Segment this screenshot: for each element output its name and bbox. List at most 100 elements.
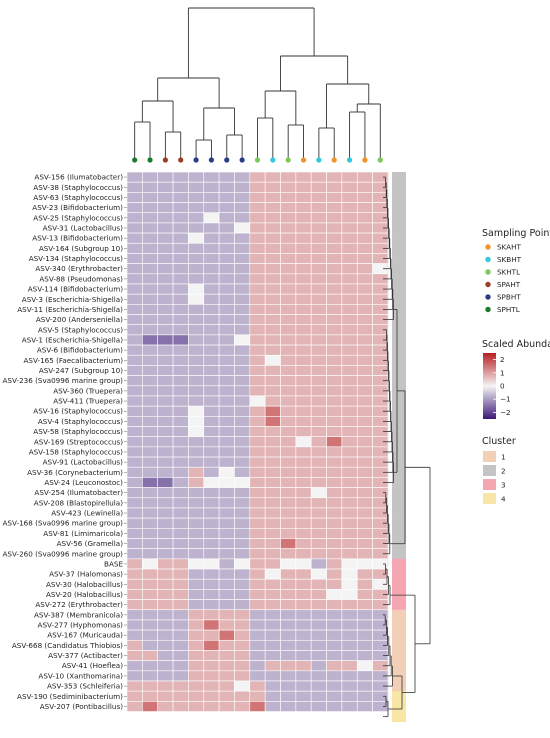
heatmap-cell bbox=[295, 660, 312, 672]
heatmap-cell bbox=[249, 273, 266, 285]
heatmap-cell bbox=[310, 517, 327, 529]
heatmap-cell bbox=[310, 314, 327, 325]
heatmap-cell bbox=[310, 304, 327, 315]
heatmap-cell bbox=[249, 680, 266, 692]
heatmap-cell bbox=[157, 232, 174, 244]
heatmap-cell bbox=[295, 538, 312, 549]
heatmap-cell bbox=[356, 405, 373, 417]
heatmap-cell bbox=[142, 568, 159, 580]
row-label: ASV-277 (Hyphomonas) bbox=[38, 621, 124, 630]
heatmap-cell bbox=[234, 660, 251, 672]
heatmap-cell bbox=[295, 222, 312, 234]
cluster-legend-swatch bbox=[483, 451, 496, 462]
heatmap-cell bbox=[218, 385, 235, 397]
heatmap-cell bbox=[341, 273, 358, 285]
cluster-sidebar-cell bbox=[392, 436, 406, 448]
row-label: ASV-4 (Staphylococcus) bbox=[38, 417, 123, 426]
heatmap-cell bbox=[203, 181, 220, 193]
heatmap-cell bbox=[188, 375, 205, 387]
heatmap-cell bbox=[326, 548, 343, 560]
heatmap-cell bbox=[188, 365, 205, 376]
heatmap-cell bbox=[341, 375, 358, 387]
heatmap-cell bbox=[249, 701, 266, 712]
heatmap-cell bbox=[126, 446, 143, 458]
heatmap-cell bbox=[157, 192, 174, 203]
cluster-sidebar-cell bbox=[392, 528, 406, 539]
heatmap-cell bbox=[341, 456, 358, 468]
heatmap-cell bbox=[295, 558, 312, 570]
heatmap-cell bbox=[310, 416, 327, 427]
heatmap-cell bbox=[172, 395, 189, 407]
heatmap-cell bbox=[172, 690, 189, 702]
heatmap-cell bbox=[234, 192, 251, 203]
heatmap-cell bbox=[203, 242, 220, 254]
heatmap-cell bbox=[326, 629, 343, 641]
heatmap-cell bbox=[172, 222, 189, 234]
heatmap-cell bbox=[234, 304, 251, 315]
heatmap-cell bbox=[280, 568, 297, 580]
heatmap-cell bbox=[234, 670, 251, 682]
heatmap-cell bbox=[172, 263, 189, 275]
heatmap-cell bbox=[172, 680, 189, 692]
heatmap-cell bbox=[264, 192, 281, 203]
row-label: ASV-208 (Blastopirellula) bbox=[34, 498, 123, 507]
heatmap-cell bbox=[126, 507, 143, 519]
heatmap-cell bbox=[326, 589, 343, 600]
heatmap-cell bbox=[126, 304, 143, 315]
heatmap-cell bbox=[326, 344, 343, 356]
heatmap-cell bbox=[203, 405, 220, 417]
heatmap-cell bbox=[126, 629, 143, 641]
heatmap-cell bbox=[218, 426, 235, 437]
heatmap-cell bbox=[295, 314, 312, 325]
heatmap-cell bbox=[142, 253, 159, 264]
heatmap-cell bbox=[142, 558, 159, 570]
heatmap-cell bbox=[264, 212, 281, 224]
heatmap-cell bbox=[203, 609, 220, 621]
heatmap-cell bbox=[264, 375, 281, 387]
heatmap-cell bbox=[295, 405, 312, 417]
heatmap-cell bbox=[341, 701, 358, 712]
heatmap-cell bbox=[264, 690, 281, 702]
heatmap-cell bbox=[249, 293, 266, 305]
heatmap-cell bbox=[326, 324, 343, 336]
heatmap-cell bbox=[188, 670, 205, 682]
heatmap-cell bbox=[326, 477, 343, 488]
cluster-legend-label: 3 bbox=[501, 481, 506, 490]
heatmap-cell bbox=[172, 466, 189, 478]
heatmap-cell bbox=[142, 385, 159, 397]
heatmap-cell bbox=[172, 436, 189, 448]
heatmap-cell bbox=[218, 171, 235, 183]
heatmap-cell bbox=[280, 375, 297, 387]
sample-dot bbox=[147, 157, 153, 163]
heatmap-cell bbox=[142, 283, 159, 295]
heatmap-cell bbox=[310, 680, 327, 692]
heatmap-cell bbox=[356, 212, 373, 224]
heatmap-cell bbox=[356, 548, 373, 560]
heatmap-cell bbox=[249, 283, 266, 295]
heatmap-cell bbox=[341, 690, 358, 702]
row-label: ASV-272 (Erythrobacter) bbox=[35, 600, 123, 609]
heatmap-cell bbox=[326, 192, 343, 203]
heatmap-cell bbox=[280, 517, 297, 529]
heatmap-cell bbox=[188, 548, 205, 560]
heatmap-cell bbox=[295, 416, 312, 427]
heatmap-cell bbox=[218, 181, 235, 193]
heatmap-cell bbox=[249, 181, 266, 193]
heatmap-cell bbox=[203, 273, 220, 285]
heatmap-cell bbox=[157, 701, 174, 712]
heatmap-cell bbox=[326, 558, 343, 570]
heatmap-cell bbox=[264, 558, 281, 570]
heatmap-cell bbox=[157, 181, 174, 193]
heatmap-cell bbox=[326, 354, 343, 366]
heatmap-cell bbox=[280, 670, 297, 682]
heatmap-cell bbox=[157, 202, 174, 214]
heatmap-cell bbox=[172, 405, 189, 417]
heatmap-cell bbox=[218, 517, 235, 529]
heatmap-cell bbox=[203, 660, 220, 672]
heatmap-cell bbox=[326, 527, 343, 539]
heatmap-cell bbox=[203, 487, 220, 499]
heatmap-cell bbox=[295, 181, 312, 193]
heatmap-cell bbox=[341, 629, 358, 641]
heatmap-cell bbox=[218, 232, 235, 244]
heatmap-cell bbox=[264, 629, 281, 641]
